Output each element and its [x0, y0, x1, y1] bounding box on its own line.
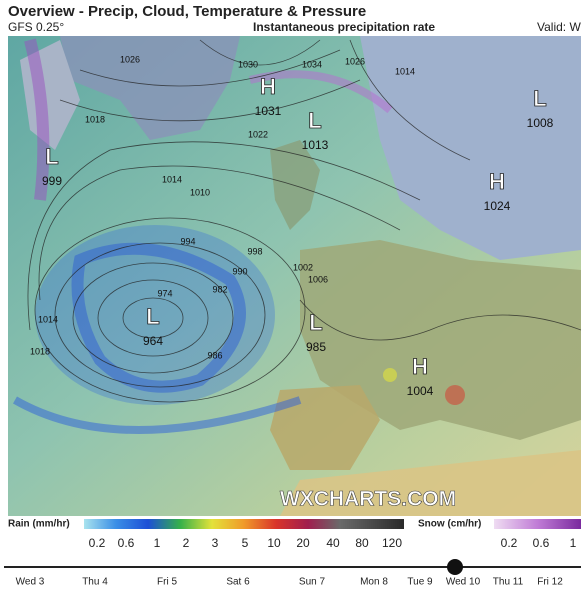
pressure-center-value: 1013: [302, 138, 329, 152]
timeline-day[interactable]: Tue 9: [407, 577, 433, 588]
rain-legend-tick: 2: [183, 536, 190, 550]
valid-time: Valid: W: [537, 20, 581, 34]
timeline-day[interactable]: Wed 3: [16, 577, 45, 588]
isobar-label: 1026: [345, 56, 365, 66]
rain-legend-title: Rain (mm/hr): [8, 519, 70, 530]
snow-legend-tick: 1: [570, 536, 577, 550]
timeline-day[interactable]: Fri 12: [537, 577, 563, 588]
snow-legend-tick: 0.2: [501, 536, 518, 550]
rain-legend-tick: 0.6: [118, 536, 135, 550]
pressure-center-type: L: [45, 144, 58, 169]
watermark: WXCHARTS.COM: [280, 488, 456, 511]
pressure-center-type: L: [308, 108, 321, 133]
pressure-center-type: L: [146, 304, 159, 329]
isobar-label: 1014: [38, 314, 58, 324]
snow-legend-tick: 0.6: [533, 536, 550, 550]
isobar-label: 1022: [248, 129, 268, 139]
isobar-label: 1002: [293, 262, 313, 272]
pressure-center-value: 999: [42, 174, 62, 188]
isobar-label: 1034: [302, 59, 322, 69]
isobar-label: 1026: [120, 54, 140, 64]
pressure-center-value: 1008: [527, 116, 554, 130]
pressure-center-value: 985: [306, 340, 326, 354]
isobar-label: 1006: [308, 274, 328, 284]
pressure-center-value: 964: [143, 334, 163, 348]
model: GFS 0.25°: [8, 20, 64, 34]
rain-legend-tick: 1: [154, 536, 161, 550]
rain-legend-tick: 80: [355, 536, 369, 550]
isobar-label: 1030: [238, 59, 258, 69]
timeline-handle[interactable]: [447, 559, 463, 575]
pressure-center-type: L: [533, 86, 546, 111]
subtitle: Instantaneous precipitation rate: [253, 20, 435, 34]
isobar-label: 1014: [395, 66, 415, 76]
rain-legend-tick: 40: [326, 536, 340, 550]
rain-legend-tick: 10: [267, 536, 281, 550]
snow-legend-title: Snow (cm/hr): [418, 519, 481, 530]
rain-colorbar: [84, 519, 404, 529]
isobar-label: 994: [180, 236, 195, 246]
isobar-label: 1018: [30, 346, 50, 356]
isobar-label: 1018: [85, 114, 105, 124]
rain-legend-tick: 120: [382, 536, 402, 550]
isobar-label: 1014: [162, 174, 182, 184]
pressure-center-type: H: [260, 74, 276, 99]
timeline-day[interactable]: Mon 8: [360, 577, 388, 588]
timeline-day[interactable]: Thu 11: [493, 577, 524, 588]
timeline-day[interactable]: Wed 10: [446, 577, 481, 588]
snow-colorbar: [494, 519, 581, 529]
isobar-label: 982: [212, 284, 227, 294]
isobar-label: 998: [247, 246, 262, 256]
map: [8, 36, 581, 516]
rain-legend-tick: 5: [242, 536, 249, 550]
timeline-day[interactable]: Sat 6: [226, 577, 250, 588]
rain-legend-tick: 0.2: [89, 536, 106, 550]
pressure-center-value: 1031: [255, 104, 282, 118]
isobar-label: 990: [232, 266, 247, 276]
timeline-day[interactable]: Fri 5: [157, 577, 177, 588]
pressure-center-type: L: [309, 310, 322, 335]
pressure-center-type: H: [412, 354, 428, 379]
pressure-center-type: H: [489, 169, 505, 194]
title: Overview - Precip, Cloud, Temperature & …: [8, 3, 366, 20]
timeline-day[interactable]: Sun 7: [299, 577, 326, 588]
rain-legend-tick: 20: [296, 536, 310, 550]
rain-legend-tick: 3: [212, 536, 219, 550]
isobar-label: 974: [157, 288, 172, 298]
isobar-label: 986: [207, 350, 222, 360]
pressure-center-value: 1024: [484, 199, 511, 213]
pressure-center-value: 1004: [407, 384, 434, 398]
isobar-label: 1010: [190, 187, 210, 197]
timeline-day[interactable]: Thu 4: [82, 577, 108, 588]
